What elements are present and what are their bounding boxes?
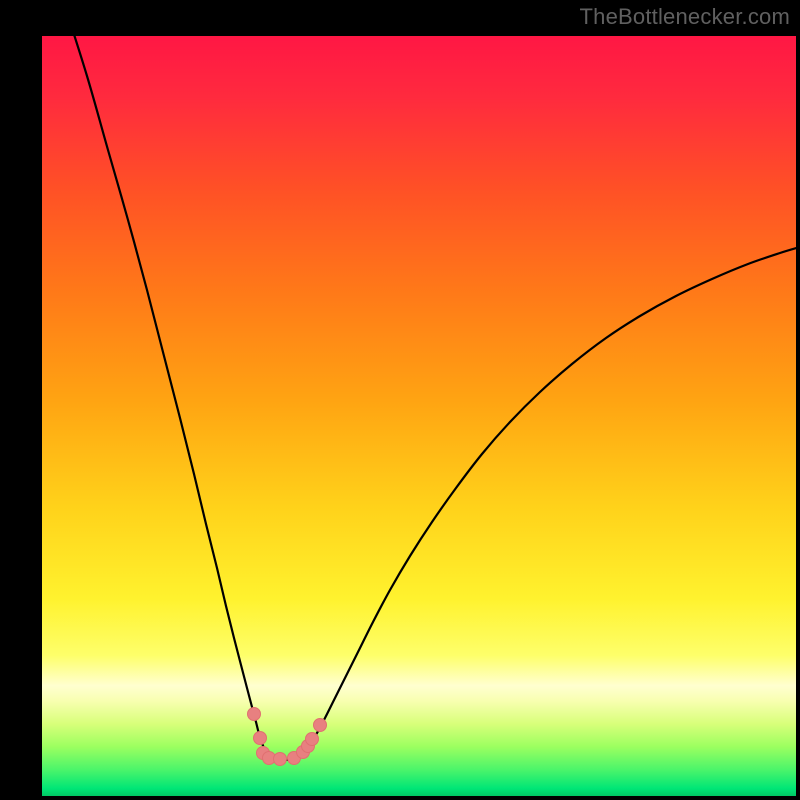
marker-dot bbox=[254, 732, 267, 745]
bottleneck-chart bbox=[42, 36, 796, 796]
watermark-text: TheBottlenecker.com bbox=[580, 4, 790, 30]
marker-dot bbox=[248, 708, 261, 721]
gradient-background bbox=[42, 36, 796, 796]
marker-dot bbox=[274, 753, 287, 766]
marker-dot bbox=[314, 719, 327, 732]
marker-dot bbox=[306, 733, 319, 746]
chart-svg bbox=[42, 36, 796, 796]
